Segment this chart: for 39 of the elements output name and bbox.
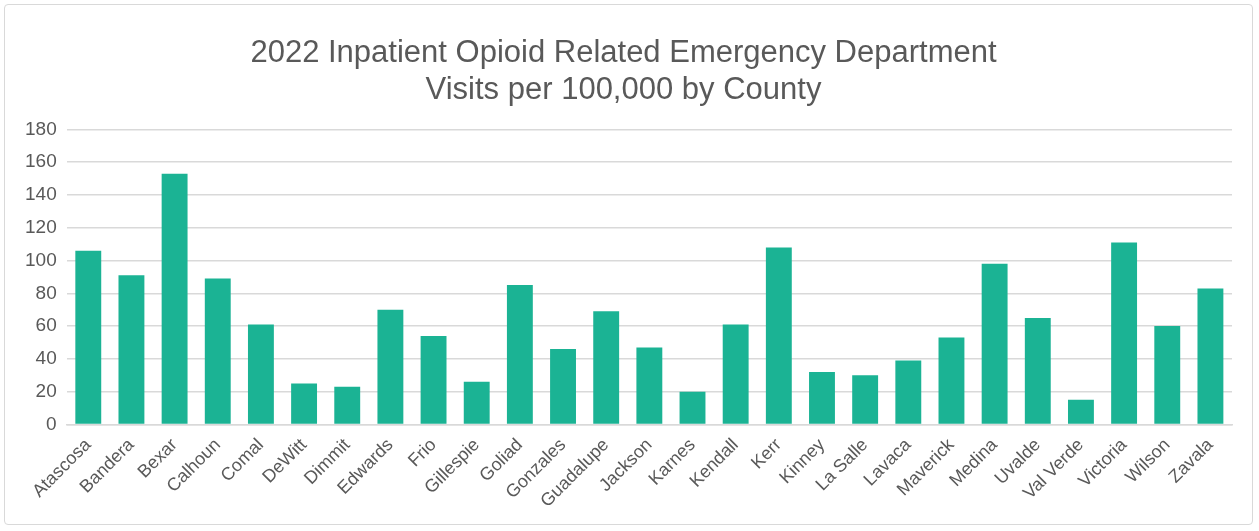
bar (420, 335, 447, 424)
text: 2022 Inpatient Opioid Related Emergency Department (250, 34, 997, 70)
y-tick-label: 100 (25, 248, 57, 270)
bar (938, 337, 965, 424)
bar (722, 324, 749, 424)
bar (593, 311, 620, 424)
bar (1024, 317, 1051, 424)
bar (550, 349, 576, 424)
bar (852, 375, 879, 424)
bar (1111, 242, 1138, 424)
bar (981, 263, 1008, 424)
bar (1154, 326, 1181, 424)
bar (765, 247, 792, 424)
y-tick-label: 0 (46, 412, 57, 434)
bar (1197, 288, 1224, 424)
y-tick-label: 180 (25, 117, 57, 139)
bar (161, 173, 188, 424)
y-tick-label: 60 (35, 314, 57, 336)
bar (75, 250, 102, 424)
bar (463, 381, 490, 424)
y-tick-label: 40 (35, 347, 57, 369)
bar (377, 309, 404, 424)
text: Visits per 100,000 by County (425, 71, 822, 107)
bar (118, 275, 145, 424)
y-tick-label: 140 (25, 183, 57, 205)
bar (895, 360, 922, 424)
y-tick-label: 20 (35, 379, 57, 401)
bar (247, 324, 274, 424)
y-tick-label: 160 (25, 150, 57, 172)
bar (809, 372, 835, 424)
bar (291, 383, 318, 424)
bar (636, 347, 663, 424)
bar (1067, 399, 1094, 424)
bar (204, 278, 231, 424)
bar (334, 386, 361, 424)
y-tick-label: 80 (35, 281, 57, 303)
y-tick-label: 120 (25, 215, 57, 237)
bar (679, 391, 706, 424)
bar (506, 285, 533, 424)
